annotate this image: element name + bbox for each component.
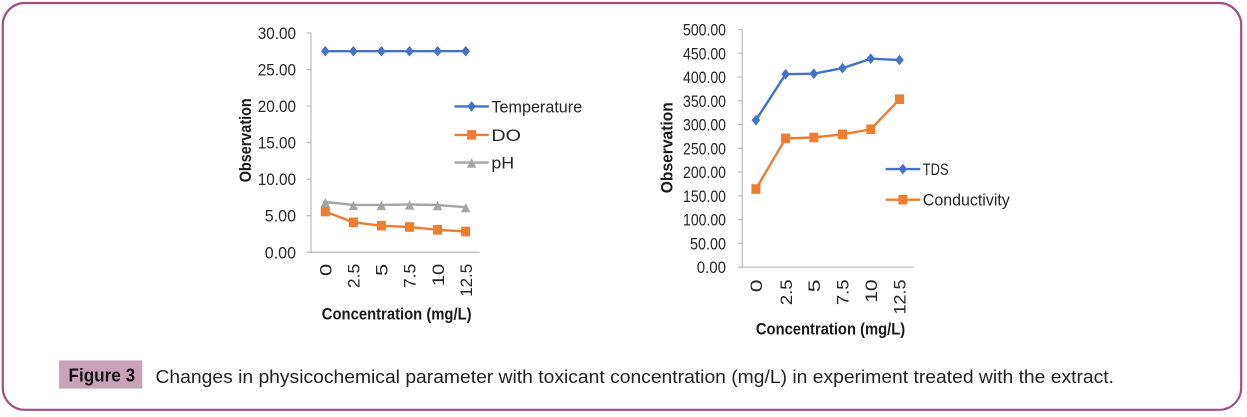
svg-text:Figure 3: Figure 3	[69, 366, 136, 386]
svg-text:250.00: 250.00	[683, 139, 726, 158]
svg-text:12.5: 12.5	[457, 264, 476, 297]
svg-text:100.00: 100.00	[683, 211, 726, 230]
svg-text:20.00: 20.00	[258, 97, 296, 116]
svg-text:Temperature: Temperature	[491, 97, 582, 116]
svg-text:5: 5	[805, 280, 824, 293]
svg-text:5: 5	[373, 264, 392, 276]
svg-text:2.5: 2.5	[345, 264, 364, 288]
svg-text:7.5: 7.5	[401, 264, 420, 288]
svg-text:Observation: Observation	[657, 102, 676, 193]
svg-text:Conductivity: Conductivity	[923, 191, 1010, 210]
svg-text:12.5: 12.5	[891, 280, 910, 315]
svg-text:10.00: 10.00	[258, 170, 296, 189]
svg-text:0: 0	[317, 264, 336, 276]
svg-text:30.00: 30.00	[258, 24, 296, 43]
svg-text:2.5: 2.5	[777, 280, 796, 306]
svg-text:7.5: 7.5	[834, 280, 853, 306]
svg-text:0: 0	[747, 280, 766, 293]
svg-text:0.00: 0.00	[697, 258, 726, 277]
svg-text:150.00: 150.00	[683, 187, 726, 206]
svg-text:DO: DO	[491, 126, 521, 145]
svg-text:25.00: 25.00	[258, 61, 296, 80]
svg-text:Concentration (mg/L): Concentration (mg/L)	[322, 305, 472, 324]
svg-text:0.00: 0.00	[265, 243, 296, 262]
svg-text:Changes in physicochemical par: Changes in physicochemical parameter wit…	[156, 367, 1115, 387]
svg-text:50.00: 50.00	[690, 234, 726, 253]
svg-text:5.00: 5.00	[265, 207, 296, 226]
svg-text:450.00: 450.00	[683, 44, 726, 63]
svg-text:pH: pH	[491, 154, 514, 173]
svg-text:200.00: 200.00	[683, 163, 726, 182]
svg-text:500.00: 500.00	[683, 21, 726, 40]
svg-text:300.00: 300.00	[683, 116, 726, 135]
svg-text:Observation: Observation	[236, 98, 255, 182]
svg-text:350.00: 350.00	[683, 92, 726, 111]
svg-text:10: 10	[429, 264, 448, 286]
svg-text:Concentration (mg/L): Concentration (mg/L)	[756, 320, 905, 339]
svg-text:TDS: TDS	[923, 160, 949, 179]
svg-text:15.00: 15.00	[258, 134, 296, 153]
svg-text:10: 10	[862, 280, 881, 303]
svg-text:400.00: 400.00	[683, 68, 726, 87]
